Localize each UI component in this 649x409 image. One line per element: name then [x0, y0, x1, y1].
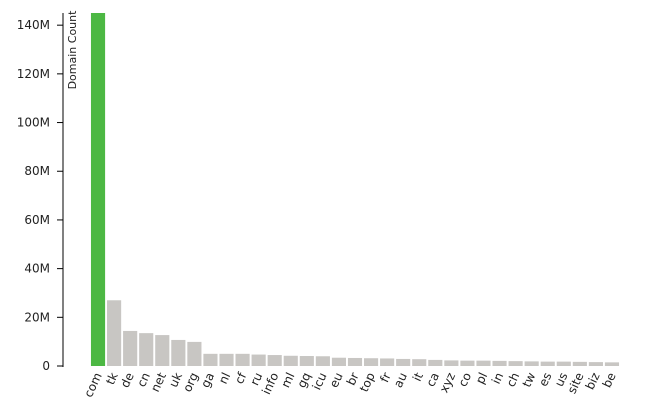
y-tick-label: 60M [24, 213, 50, 227]
bar [380, 358, 395, 366]
bar [123, 330, 138, 366]
bar [588, 362, 603, 366]
y-axis-label: Domain Count [66, 10, 79, 90]
bar [139, 333, 154, 366]
bar [187, 341, 202, 366]
bar [572, 361, 587, 366]
bar [203, 353, 218, 366]
x-tick-label: tw [520, 370, 539, 389]
bar [331, 357, 347, 366]
x-tick-label: icu [309, 370, 329, 392]
x-tick-label: pl [473, 370, 490, 386]
y-tick-label: 0 [42, 359, 50, 373]
bar [299, 356, 314, 366]
bar [524, 361, 539, 366]
bar [556, 361, 571, 366]
y-tick-label: 80M [24, 164, 50, 178]
x-tick-label: nl [216, 370, 233, 386]
bar [492, 360, 507, 366]
bar [347, 357, 363, 366]
x-tick-label: eu [327, 370, 346, 390]
x-tick-label: top [357, 370, 378, 394]
x-tick-label: co [456, 370, 475, 389]
x-tick-label: cf [232, 370, 250, 386]
bar [412, 359, 427, 366]
x-tick-label: in [489, 370, 506, 386]
bar [540, 361, 555, 366]
bar [171, 339, 186, 366]
y-tick-label: 140M [17, 18, 50, 32]
x-tick-label: com [81, 370, 105, 399]
x-tick-label: es [536, 370, 554, 388]
bar [428, 359, 443, 366]
y-tick-label: 100M [17, 116, 50, 130]
y-tick-label: 20M [24, 310, 50, 324]
bar [476, 360, 491, 366]
bar [363, 358, 379, 366]
bar [235, 353, 250, 366]
x-tick-label: ch [504, 370, 523, 389]
bar [604, 362, 620, 366]
x-tick-label: au [391, 370, 410, 389]
y-tick-label: 120M [17, 67, 50, 81]
x-tick-label: tk [103, 370, 121, 387]
bar [508, 361, 523, 366]
x-tick-label: uk [166, 370, 185, 389]
x-tick-label: biz [583, 370, 603, 392]
x-tick-label: ca [423, 370, 442, 389]
x-tick-label: ru [247, 370, 265, 387]
bar [283, 355, 298, 366]
bar [267, 355, 282, 366]
bar [444, 360, 459, 366]
bar [155, 335, 170, 366]
bar [396, 358, 411, 366]
bar [251, 354, 266, 366]
x-tick-label: ga [198, 370, 217, 389]
bar [460, 360, 475, 366]
x-tick-label: gq [294, 370, 313, 390]
y-tick-label: 40M [24, 262, 50, 276]
bar [315, 356, 330, 366]
x-tick-label: be [600, 370, 619, 390]
x-tick-label: ml [278, 370, 297, 390]
bar [107, 300, 122, 366]
x-tick-label: us [552, 370, 571, 388]
bar [219, 353, 234, 366]
x-tick-label: cn [134, 370, 153, 389]
x-tick-label: br [344, 370, 362, 387]
bar [90, 13, 106, 366]
x-tick-label: de [118, 370, 137, 390]
